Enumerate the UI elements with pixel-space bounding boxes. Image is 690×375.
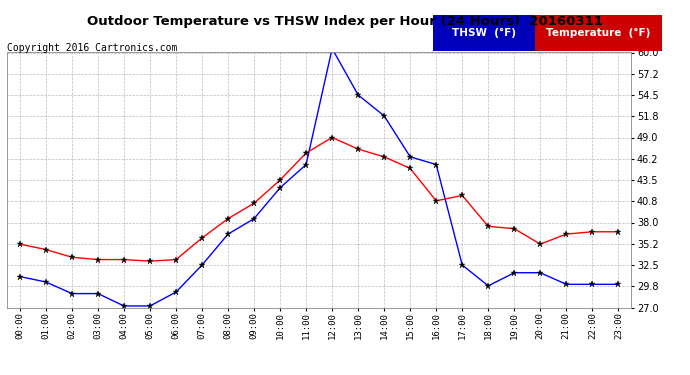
Text: Copyright 2016 Cartronics.com: Copyright 2016 Cartronics.com: [7, 43, 177, 53]
Text: Outdoor Temperature vs THSW Index per Hour (24 Hours)  20160311: Outdoor Temperature vs THSW Index per Ho…: [87, 15, 603, 28]
Text: Temperature  (°F): Temperature (°F): [546, 28, 651, 38]
Text: THSW  (°F): THSW (°F): [452, 28, 515, 38]
